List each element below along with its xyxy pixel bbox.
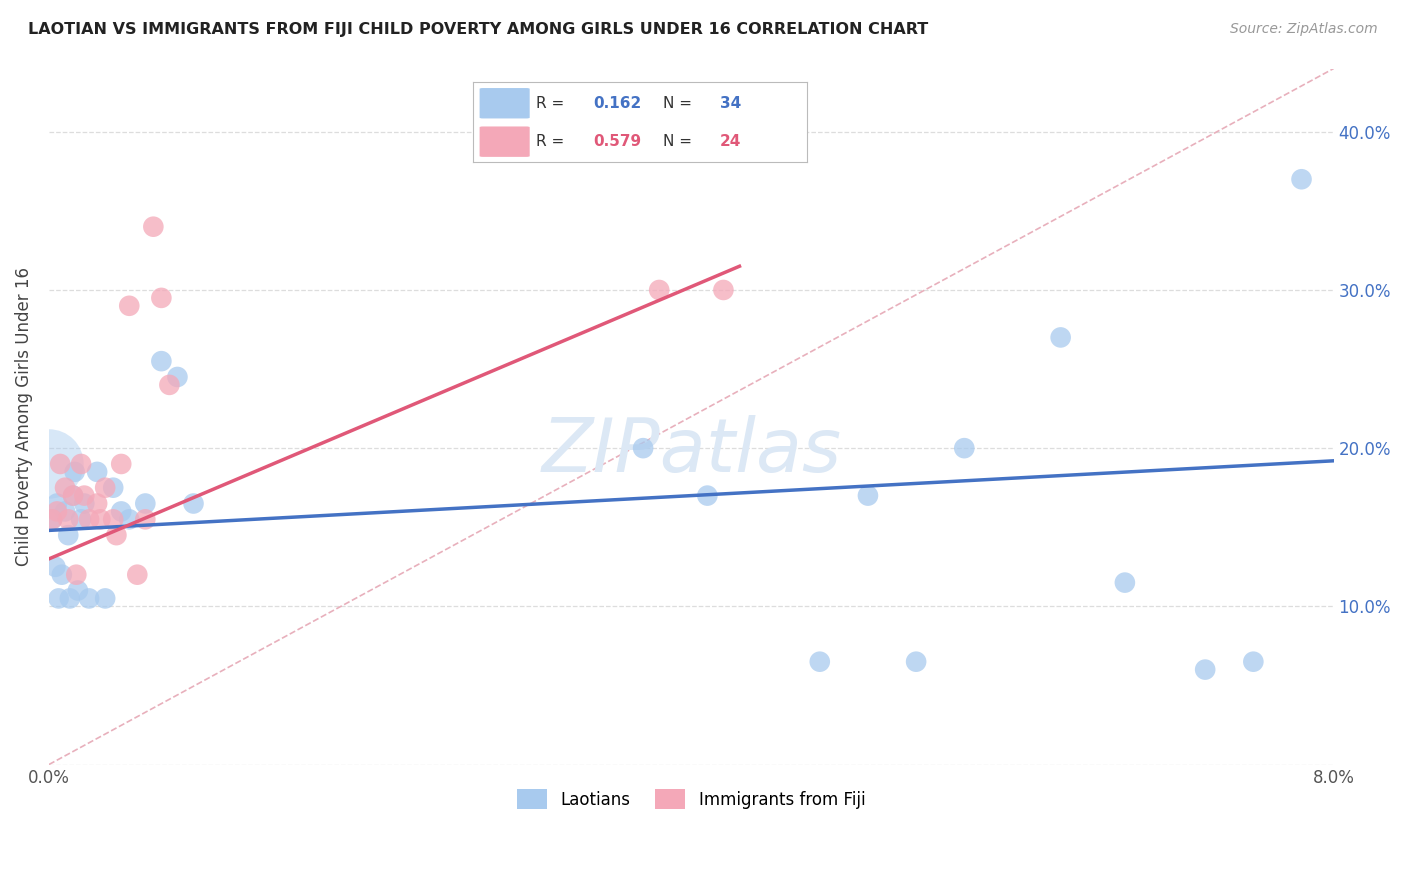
Point bbox=[631, 441, 654, 455]
Point bbox=[70, 512, 93, 526]
Point bbox=[46, 504, 69, 518]
Point bbox=[713, 283, 735, 297]
Text: Source: ZipAtlas.com: Source: ZipAtlas.com bbox=[1230, 22, 1378, 37]
Point bbox=[142, 219, 165, 234]
Point bbox=[59, 591, 82, 606]
Point bbox=[58, 528, 80, 542]
Point bbox=[65, 567, 87, 582]
Point bbox=[94, 591, 117, 606]
Point bbox=[150, 354, 173, 368]
Point bbox=[94, 481, 117, 495]
Point bbox=[856, 489, 879, 503]
Point bbox=[110, 504, 132, 518]
Point bbox=[77, 512, 100, 526]
Point bbox=[44, 559, 66, 574]
Point bbox=[63, 465, 86, 479]
Legend: Laotians, Immigrants from Fiji: Laotians, Immigrants from Fiji bbox=[510, 783, 872, 815]
Point bbox=[41, 512, 63, 526]
Point bbox=[127, 567, 149, 582]
Point bbox=[86, 496, 108, 510]
Point bbox=[166, 370, 188, 384]
Point bbox=[696, 489, 718, 503]
Point bbox=[1049, 330, 1071, 344]
Point bbox=[648, 283, 671, 297]
Point bbox=[118, 299, 141, 313]
Point bbox=[41, 512, 63, 526]
Point bbox=[150, 291, 173, 305]
Point bbox=[134, 496, 156, 510]
Point bbox=[49, 457, 72, 471]
Point bbox=[62, 489, 84, 503]
Point bbox=[77, 591, 100, 606]
Point bbox=[51, 567, 73, 582]
Point bbox=[58, 512, 80, 526]
Point bbox=[48, 591, 70, 606]
Point bbox=[89, 512, 111, 526]
Point bbox=[66, 583, 89, 598]
Point bbox=[134, 512, 156, 526]
Point bbox=[183, 496, 205, 510]
Point bbox=[73, 489, 96, 503]
Point bbox=[808, 655, 831, 669]
Point bbox=[105, 528, 128, 542]
Point bbox=[103, 481, 125, 495]
Point bbox=[110, 457, 132, 471]
Point bbox=[53, 504, 76, 518]
Point bbox=[53, 481, 76, 495]
Text: LAOTIAN VS IMMIGRANTS FROM FIJI CHILD POVERTY AMONG GIRLS UNDER 16 CORRELATION C: LAOTIAN VS IMMIGRANTS FROM FIJI CHILD PO… bbox=[28, 22, 928, 37]
Point bbox=[70, 457, 93, 471]
Point bbox=[73, 496, 96, 510]
Point bbox=[1241, 655, 1264, 669]
Point bbox=[1291, 172, 1313, 186]
Point bbox=[953, 441, 976, 455]
Point bbox=[1114, 575, 1136, 590]
Text: ZIPatlas: ZIPatlas bbox=[541, 416, 841, 487]
Point bbox=[46, 496, 69, 510]
Point bbox=[157, 377, 180, 392]
Y-axis label: Child Poverty Among Girls Under 16: Child Poverty Among Girls Under 16 bbox=[15, 267, 32, 566]
Point bbox=[38, 457, 60, 471]
Point bbox=[1194, 663, 1216, 677]
Point bbox=[86, 465, 108, 479]
Point bbox=[103, 512, 125, 526]
Point bbox=[62, 489, 84, 503]
Point bbox=[118, 512, 141, 526]
Point bbox=[905, 655, 928, 669]
